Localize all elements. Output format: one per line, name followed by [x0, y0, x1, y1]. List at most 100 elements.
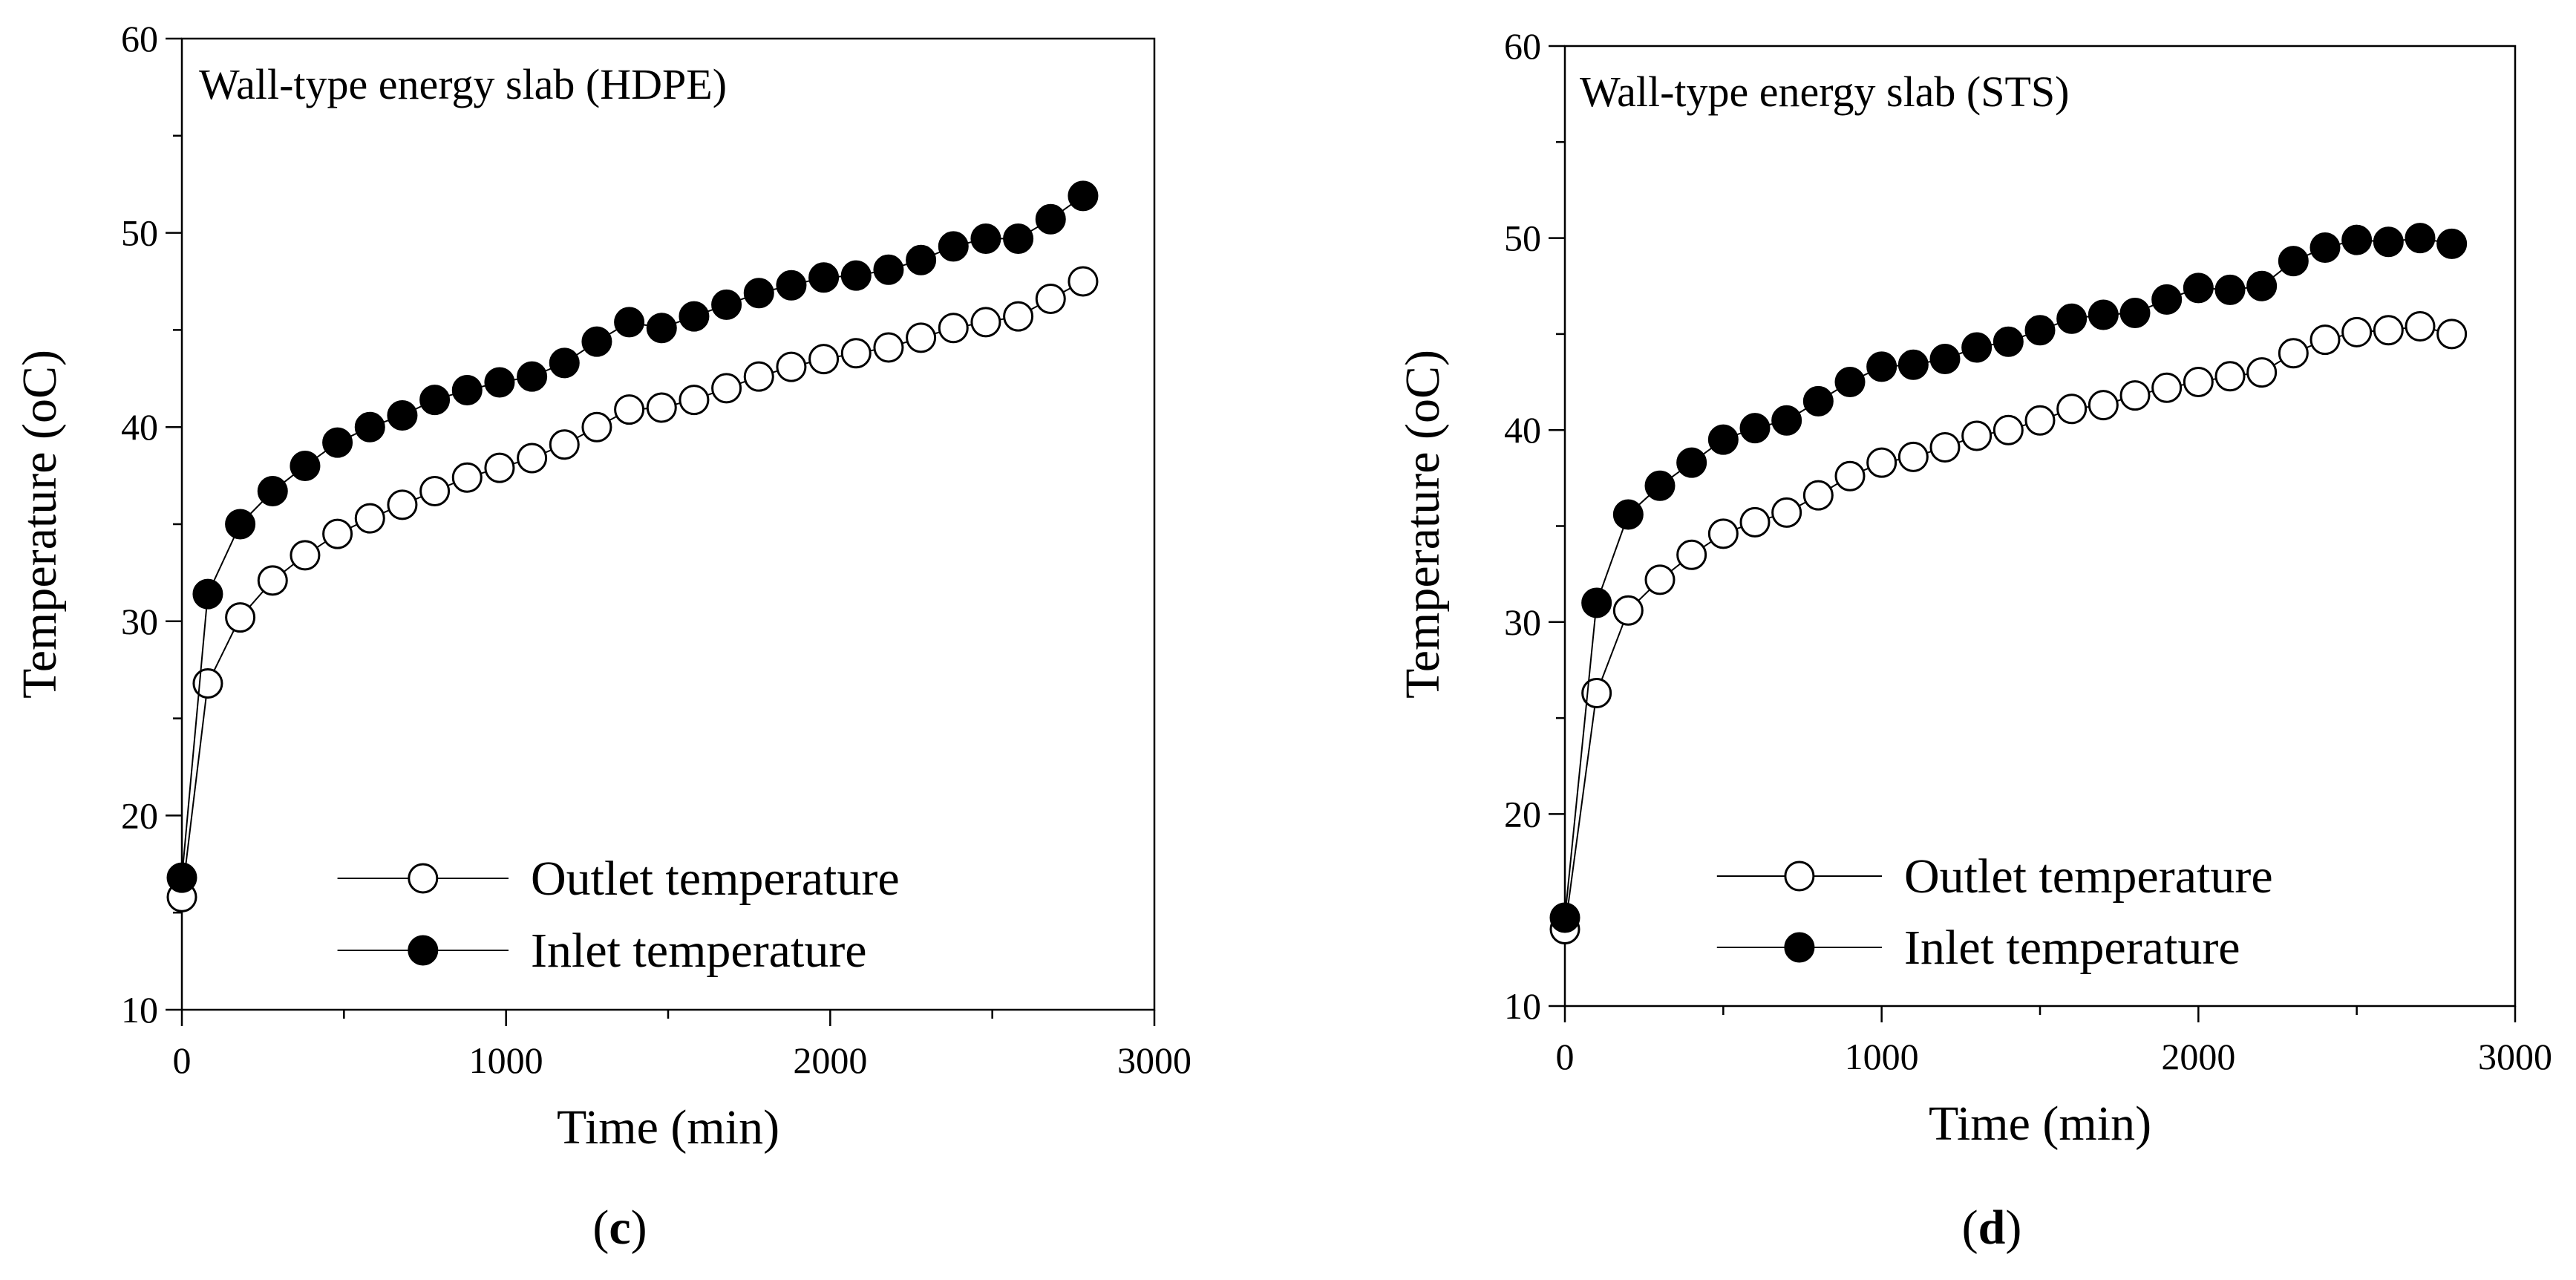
inlet-point	[1035, 203, 1066, 235]
x-tick-label: 3000	[2478, 1036, 2552, 1077]
y-tick-label: 60	[1504, 25, 1541, 67]
inlet-point	[225, 509, 256, 540]
inlet-point	[2183, 272, 2214, 304]
outlet-point	[1068, 266, 1099, 297]
inlet-point	[484, 367, 515, 398]
panel-1: 10 20 30 40 50 60 0 1000 2000 3000 Time (min) Tempe…	[1396, 25, 2552, 1255]
outlet-point	[451, 462, 483, 493]
outlet-point	[257, 565, 288, 596]
outlet-point	[1866, 447, 1897, 478]
series-line	[181, 195, 1084, 878]
outlet-point	[2183, 367, 2214, 398]
inlet-point	[2436, 228, 2468, 259]
inlet-point	[743, 278, 774, 309]
y-tick-label: 30	[121, 601, 158, 642]
outlet-point	[646, 392, 677, 423]
outlet-point	[1961, 420, 1993, 451]
caption-close: )	[2005, 1201, 2021, 1255]
inlet-point	[2309, 232, 2341, 264]
inlet-point	[711, 289, 742, 320]
x-tick-label: 2000	[793, 1039, 867, 1081]
y-axis-title: Temperature (oC)	[1396, 350, 1450, 699]
y-tick-label: 50	[1504, 218, 1541, 259]
outlet-point	[1802, 480, 1834, 511]
outlet-point	[1644, 564, 1676, 595]
inlet-point	[2278, 246, 2309, 277]
y-tick-label: 20	[1504, 793, 1541, 835]
inlet-point	[2373, 226, 2404, 258]
outlet-point	[1581, 677, 1612, 708]
inlet-point	[354, 411, 385, 443]
outlet-point	[1739, 506, 1771, 538]
outlet-point	[2119, 380, 2151, 411]
inlet-point	[2246, 270, 2278, 301]
x-axis-title: Time (min)	[1929, 1097, 2151, 1151]
outlet-point	[1929, 431, 1961, 463]
outlet-point	[581, 411, 612, 443]
outlet-point	[1707, 518, 1739, 549]
inlet-point	[776, 270, 807, 301]
legend-marker	[408, 863, 439, 894]
inlet-point	[1612, 499, 1644, 530]
inlet-point	[1549, 902, 1580, 933]
legend: Outlet temperature Inlet temperature	[337, 852, 900, 978]
x-tick-label: 0	[173, 1039, 192, 1081]
legend: Outlet temperature Inlet temperature	[1716, 849, 2273, 975]
inlet-point	[2088, 299, 2119, 330]
inlet-point	[938, 231, 969, 262]
inlet-point	[419, 385, 451, 416]
outlet-point	[192, 668, 223, 699]
inlet-point	[1068, 180, 1099, 212]
inlet-point	[1897, 349, 1929, 380]
inlet-point	[2151, 284, 2183, 315]
outlet-point	[776, 351, 807, 382]
outlet-point	[743, 361, 774, 392]
inlet-point	[679, 301, 710, 332]
caption-letter: d	[1978, 1201, 2006, 1255]
outlet-point	[1771, 497, 1802, 528]
panel-caption: (c)	[592, 1201, 647, 1255]
x-tick-label: 2000	[2161, 1036, 2235, 1077]
outlet-point	[906, 322, 937, 353]
inlet-point	[1866, 351, 1897, 382]
caption-open: (	[1962, 1201, 1978, 1255]
inlet-point	[1834, 367, 1866, 398]
outlet-point	[873, 332, 904, 363]
outlet-point	[808, 344, 840, 375]
panel-caption: (d)	[1962, 1201, 2022, 1255]
inlet-point	[1993, 326, 2024, 357]
inlet-point	[2056, 303, 2088, 334]
y-tick-label: 10	[121, 989, 158, 1031]
legend-label: Outlet temperature	[531, 852, 900, 906]
outlet-point	[290, 540, 321, 571]
legend-label: Outlet temperature	[1904, 849, 2273, 904]
outlet-point	[1676, 539, 1707, 570]
inlet-point	[166, 862, 197, 893]
inlet-point	[290, 451, 321, 482]
outlet-point	[2405, 311, 2436, 342]
inlet-point	[1581, 587, 1612, 618]
outlet-point	[2024, 405, 2056, 436]
y-tick-label: 30	[1504, 601, 1541, 643]
inlet-point	[387, 400, 418, 431]
y-axis-title: Temperature (oC)	[13, 350, 67, 699]
y-tick-label: 60	[121, 18, 158, 59]
outlet-point	[322, 518, 353, 549]
x-axis-title: Time (min)	[557, 1100, 779, 1155]
outlet-point	[2436, 319, 2468, 350]
legend-label: Inlet temperature	[531, 924, 867, 978]
outlet-point	[225, 602, 256, 633]
outlet-point	[1035, 284, 1066, 315]
inlet-point	[1644, 470, 1676, 501]
legend-marker	[1784, 861, 1815, 892]
x-tick-label: 1000	[1845, 1036, 1919, 1077]
outlet-point	[1834, 460, 1866, 492]
outlet-point	[354, 503, 385, 534]
inlet-point	[1739, 413, 1771, 444]
inlet-point	[1961, 332, 1993, 363]
inlet-point	[873, 254, 904, 285]
y-tick-label: 20	[121, 794, 158, 836]
caption-close: )	[631, 1201, 647, 1255]
y-tick-label: 40	[121, 406, 158, 448]
